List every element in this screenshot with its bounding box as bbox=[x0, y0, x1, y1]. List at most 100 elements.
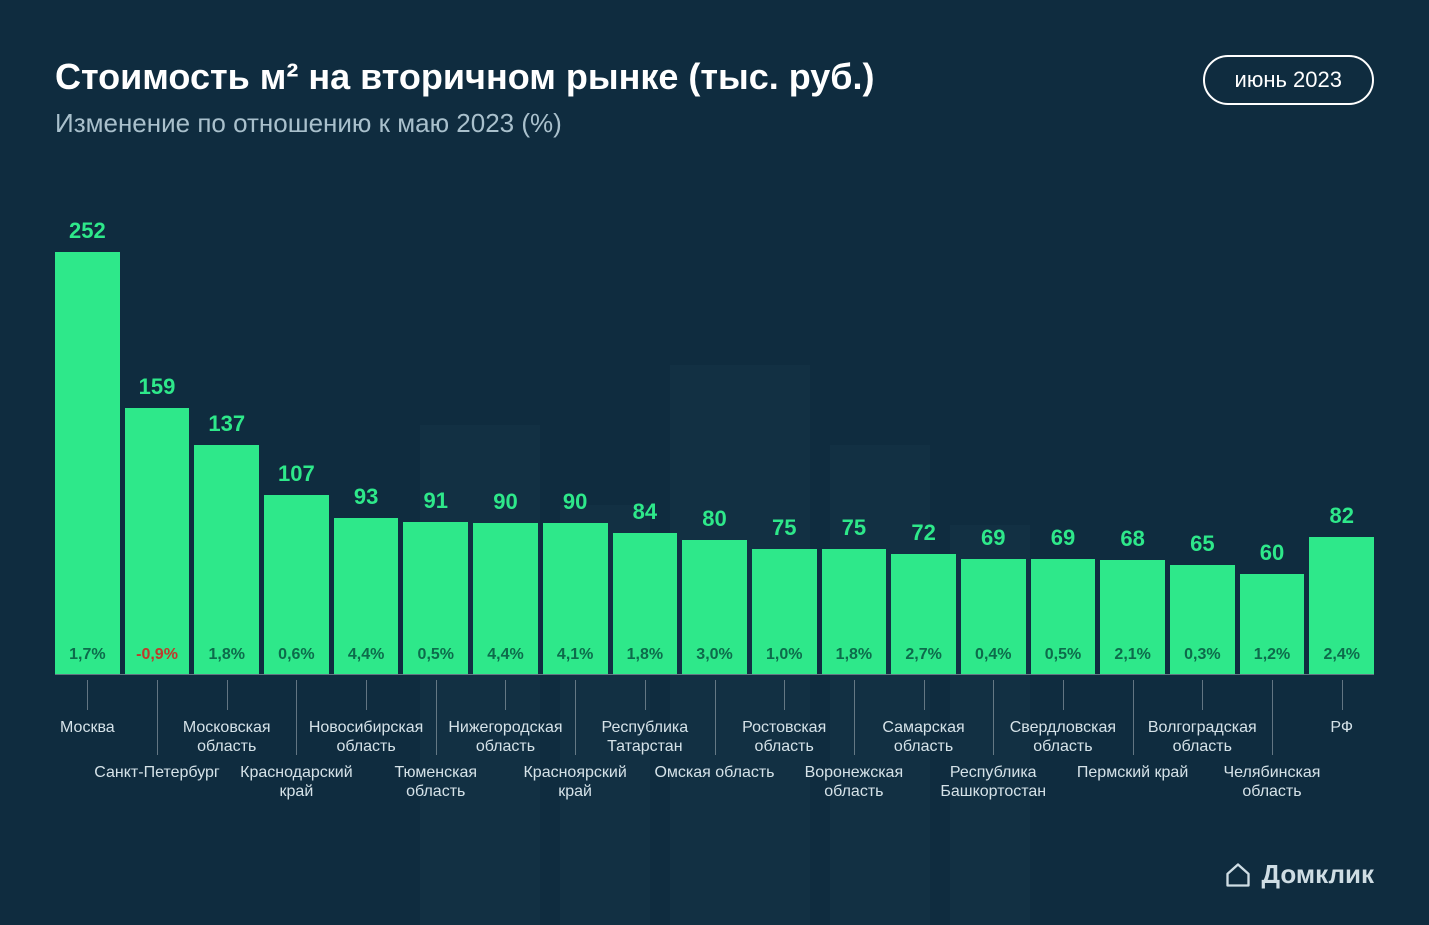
bar-value-label: 252 bbox=[69, 218, 106, 244]
bar: 0,3% bbox=[1170, 565, 1235, 674]
brand-logo: Домклик bbox=[1224, 859, 1374, 890]
axis-category-label: Краснодарский край bbox=[231, 763, 361, 801]
bar-slot: 60 1,2% bbox=[1240, 200, 1305, 674]
bar-slot: 75 1,8% bbox=[822, 200, 887, 674]
bar-value-label: 93 bbox=[354, 484, 378, 510]
bar-pct-label: 4,1% bbox=[543, 646, 608, 674]
bar: 4,1% bbox=[543, 523, 608, 674]
axis-category-label: Московская область bbox=[162, 718, 292, 756]
bar-slot: 137 1,8% bbox=[194, 200, 259, 674]
bar-pct-label: 0,6% bbox=[264, 646, 329, 674]
axis-category-label: Республика Башкортостан bbox=[928, 763, 1058, 801]
axis-category-label: Пермский край bbox=[1068, 763, 1198, 782]
bar: 1,8% bbox=[822, 549, 887, 674]
bar-value-label: 68 bbox=[1120, 526, 1144, 552]
bar-value-label: 69 bbox=[1051, 525, 1075, 551]
bar-value-label: 72 bbox=[911, 520, 935, 546]
bar-value-label: 75 bbox=[772, 515, 796, 541]
bar: 0,5% bbox=[1031, 559, 1096, 674]
bar-slot: 69 0,5% bbox=[1031, 200, 1096, 674]
axis-category-label: Москва bbox=[22, 718, 152, 737]
axis-category-label: Красноярский край bbox=[510, 763, 640, 801]
bar: 1,0% bbox=[752, 549, 817, 674]
bar-value-label: 75 bbox=[842, 515, 866, 541]
bar-value-label: 80 bbox=[702, 506, 726, 532]
bar-slot: 75 1,0% bbox=[752, 200, 817, 674]
page-subtitle: Изменение по отношению к маю 2023 (%) bbox=[55, 108, 1203, 139]
axis-category-label: Волгоградская область bbox=[1137, 718, 1267, 756]
axis-tick bbox=[505, 680, 506, 710]
bar-pct-label: 1,7% bbox=[55, 646, 120, 674]
axis-category-label: Самарская область bbox=[859, 718, 989, 756]
bar-pct-label: 1,8% bbox=[822, 646, 887, 674]
bar: -0,9% bbox=[125, 408, 190, 674]
bar-slot: 91 0,5% bbox=[403, 200, 468, 674]
bar: 1,8% bbox=[194, 445, 259, 674]
bar-slot: 93 4,4% bbox=[334, 200, 399, 674]
axis-tick bbox=[645, 680, 646, 710]
date-badge: июнь 2023 bbox=[1203, 55, 1374, 105]
axis-category-label: РФ bbox=[1277, 718, 1407, 737]
bar-slot: 252 1,7% bbox=[55, 200, 120, 674]
bar-pct-label: 0,3% bbox=[1170, 646, 1235, 674]
bar-pct-label: 0,5% bbox=[403, 646, 468, 674]
axis-tick bbox=[1342, 680, 1343, 710]
bar-pct-label: 0,5% bbox=[1031, 646, 1096, 674]
axis-category-label: Воронежская область bbox=[789, 763, 919, 801]
bar-slot: 904,1% bbox=[543, 200, 608, 674]
bar-slot: 84 1,8% bbox=[613, 200, 678, 674]
chart-x-labels: МоскваСанкт-ПетербургМосковская областьК… bbox=[55, 680, 1374, 850]
bar: 4,4% bbox=[334, 518, 399, 674]
axis-tick bbox=[854, 680, 855, 755]
bar: 0,6% bbox=[264, 495, 329, 674]
bar-value-label: 137 bbox=[208, 411, 245, 437]
bar-value-label: 91 bbox=[424, 488, 448, 514]
axis-category-label: Ростовская область bbox=[719, 718, 849, 756]
bar-value-label: 82 bbox=[1329, 503, 1353, 529]
axis-tick bbox=[1063, 680, 1064, 710]
bar-pct-label: 2,4% bbox=[1309, 646, 1374, 674]
bar: 2,4% bbox=[1309, 537, 1374, 674]
axis-tick bbox=[366, 680, 367, 710]
bar: 1,7% bbox=[55, 252, 120, 674]
axis-category-label: Челябинская область bbox=[1207, 763, 1337, 801]
bar: 0,5% bbox=[403, 522, 468, 674]
axis-tick bbox=[1133, 680, 1134, 755]
header: Стоимость м² на вторичном рынке (тыс. ру… bbox=[55, 55, 1374, 139]
bar-slot: 159-0,9% bbox=[125, 200, 190, 674]
axis-tick bbox=[157, 680, 158, 755]
bar: 4,4% bbox=[473, 523, 538, 674]
bar: 2,1% bbox=[1100, 560, 1165, 674]
axis-category-label: Тюменская область bbox=[371, 763, 501, 801]
bar: 1,8% bbox=[613, 533, 678, 674]
bar-slot: 690,4% bbox=[961, 200, 1026, 674]
axis-tick bbox=[993, 680, 994, 755]
axis-tick bbox=[296, 680, 297, 755]
axis-tick bbox=[575, 680, 576, 755]
axis-tick bbox=[924, 680, 925, 710]
axis-tick bbox=[436, 680, 437, 755]
bar-pct-label: 1,2% bbox=[1240, 646, 1305, 674]
bar: 1,2% bbox=[1240, 574, 1305, 674]
axis-tick bbox=[715, 680, 716, 755]
price-bar-chart: 252 1,7%159-0,9% 137 1,8% 107 0,6% 93 4,4% 91 0,5… bbox=[55, 200, 1374, 675]
bar: 2,7% bbox=[891, 554, 956, 674]
bar-slot: 82 2,4% bbox=[1309, 200, 1374, 674]
axis-tick bbox=[1272, 680, 1273, 755]
bar-slot: 72 2,7% bbox=[891, 200, 956, 674]
axis-category-label: Свердловская область bbox=[998, 718, 1128, 756]
axis-tick bbox=[1202, 680, 1203, 710]
axis-category-label: Санкт-Петербург bbox=[92, 763, 222, 782]
bar-pct-label: -0,9% bbox=[125, 646, 190, 674]
bar-value-label: 60 bbox=[1260, 540, 1284, 566]
bar-value-label: 84 bbox=[633, 499, 657, 525]
bar-slot: 650,3% bbox=[1170, 200, 1235, 674]
axis-category-label: Республика Татарстан bbox=[580, 718, 710, 756]
bar-slot: 803,0% bbox=[682, 200, 747, 674]
axis-category-label: Омская область bbox=[650, 763, 780, 782]
bar-value-label: 90 bbox=[493, 489, 517, 515]
bar-value-label: 107 bbox=[278, 461, 315, 487]
axis-tick bbox=[87, 680, 88, 710]
bar-pct-label: 1,8% bbox=[194, 646, 259, 674]
page-title: Стоимость м² на вторичном рынке (тыс. ру… bbox=[55, 55, 1203, 98]
